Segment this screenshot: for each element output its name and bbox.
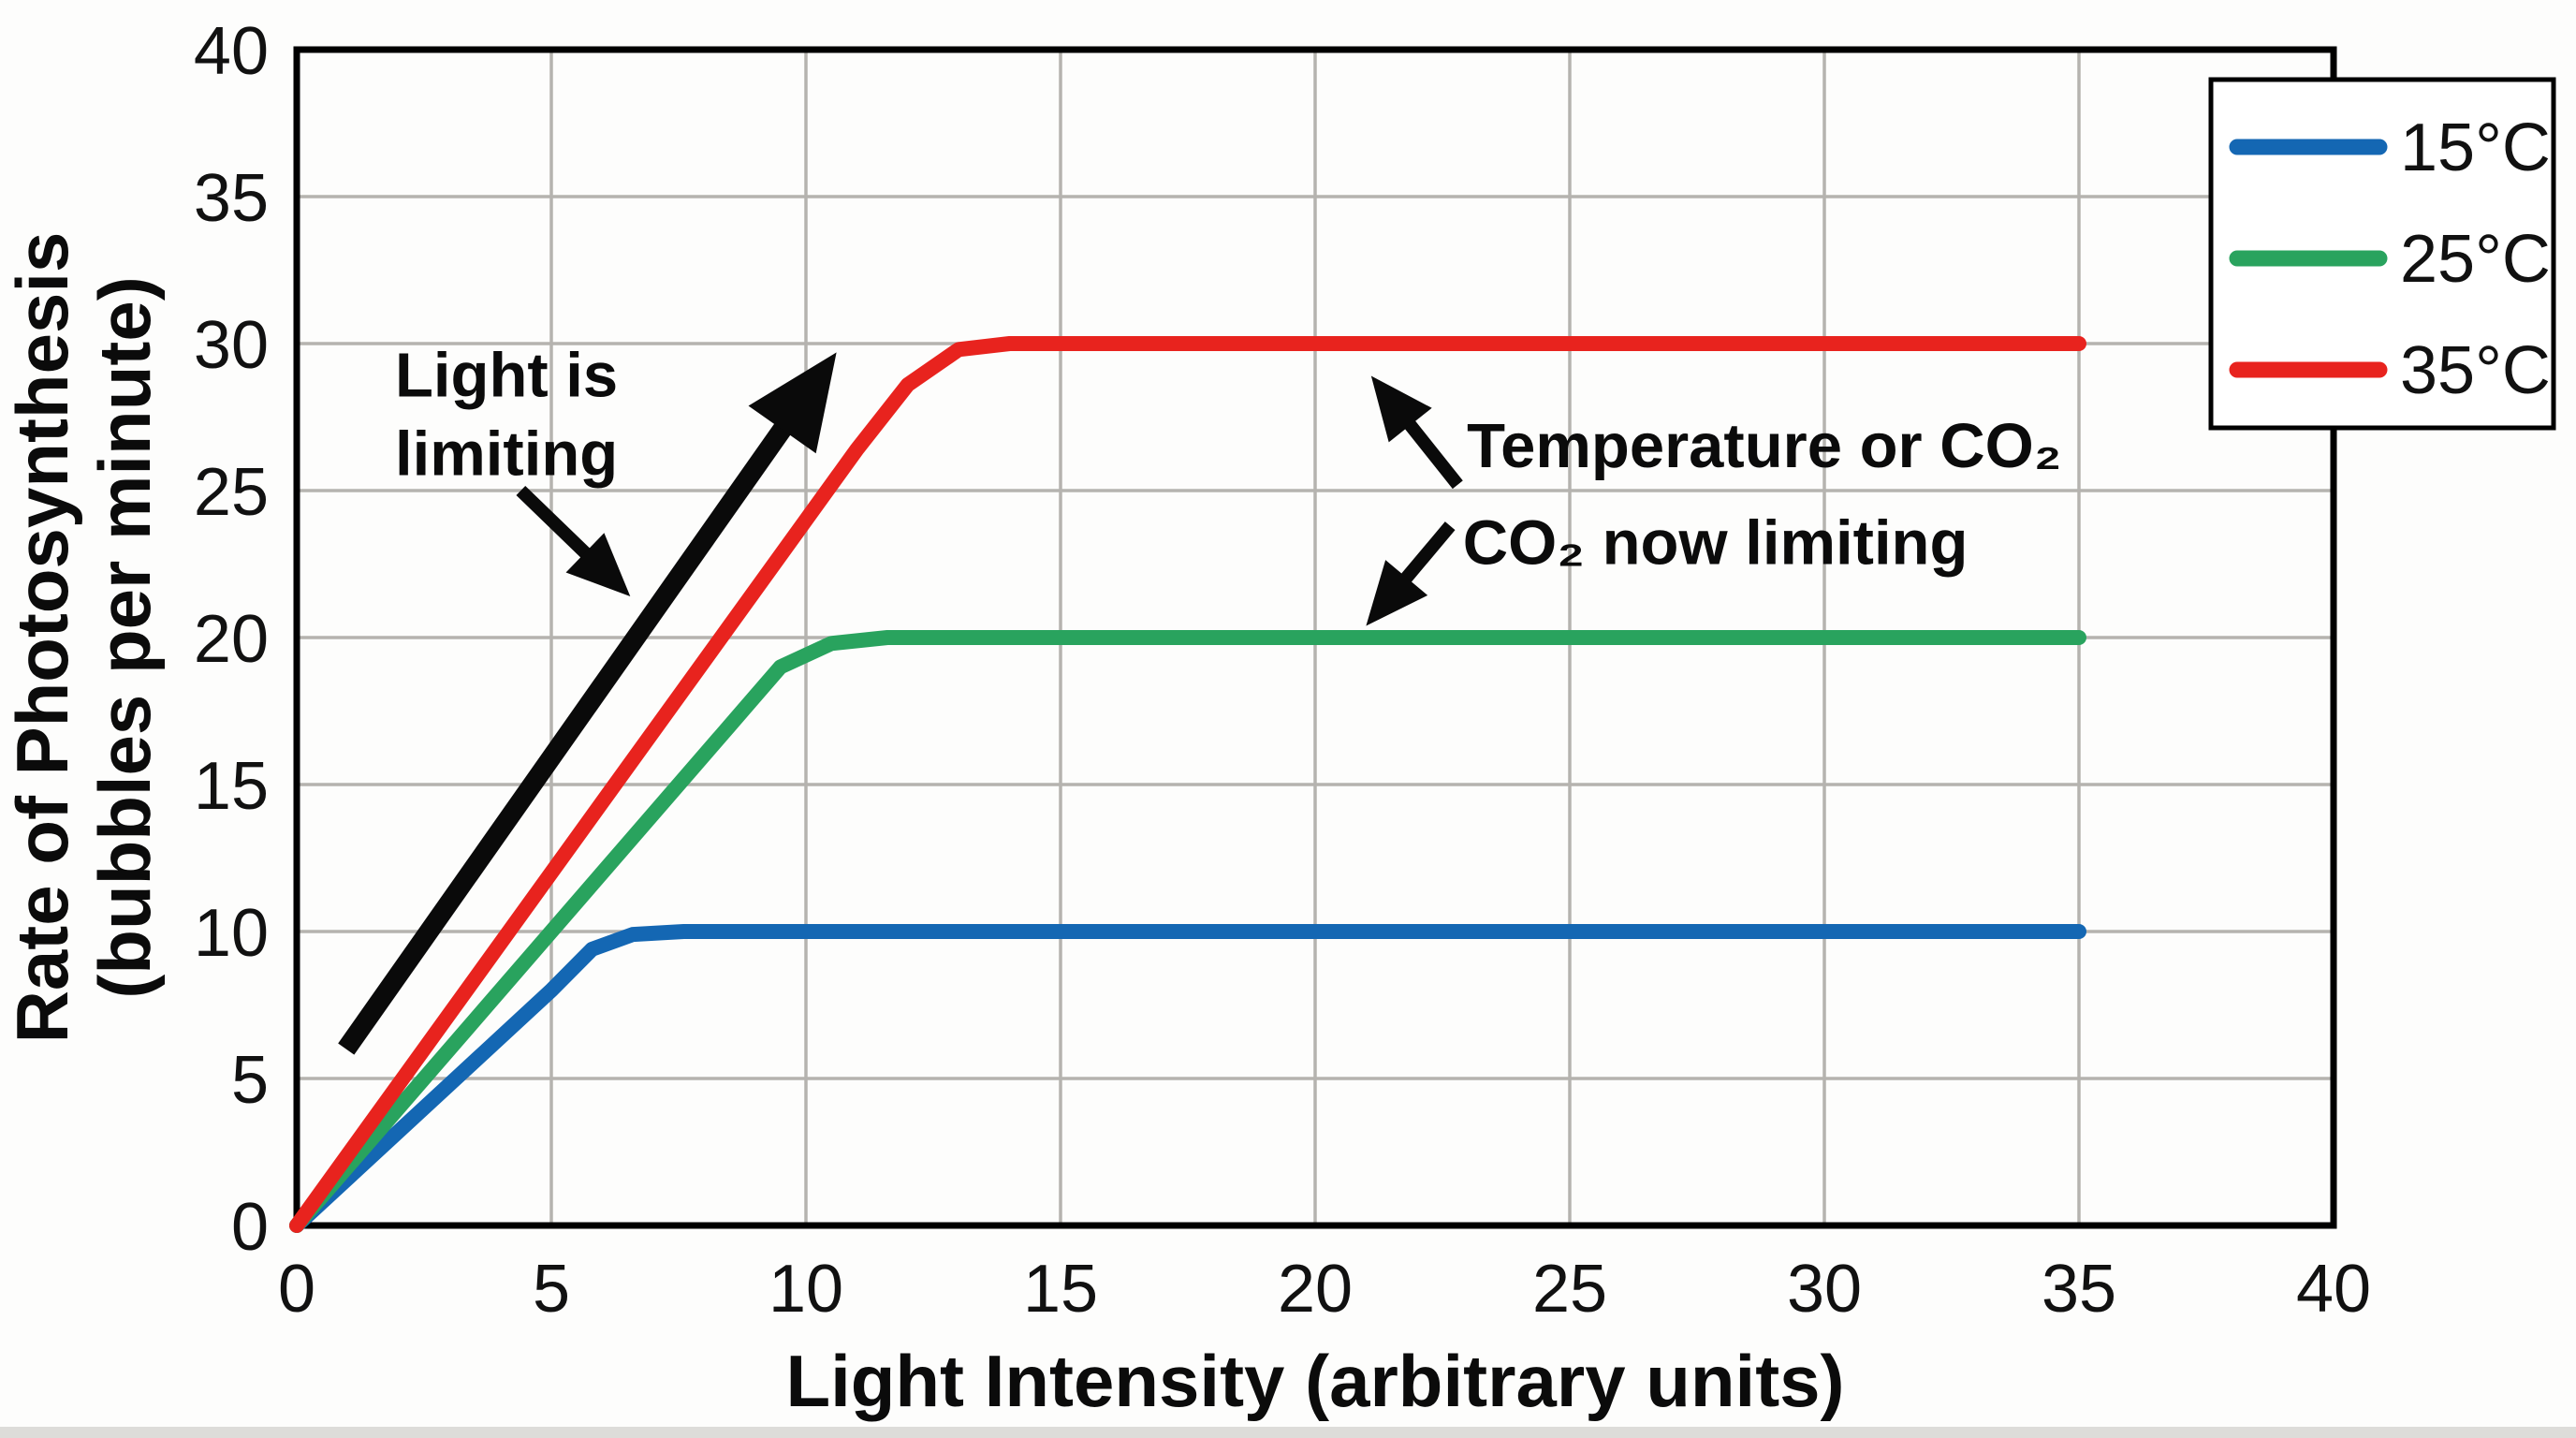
y-tick-10: 10 — [194, 896, 269, 971]
light-limiting-main-arrow — [338, 352, 837, 1055]
annotation-arrows — [338, 352, 1463, 1055]
x-axis-label: Light Intensity (arbitrary units) — [785, 1340, 1844, 1422]
legend-label-25c: 25°C — [2400, 222, 2551, 297]
annotation-co2-now-limiting: CO₂ now limiting — [1463, 508, 1969, 579]
x-tick-25: 25 — [1532, 1252, 1607, 1327]
y-tick-0: 0 — [231, 1190, 269, 1265]
light-limiting-pointer-arrow-head — [565, 533, 631, 597]
y-tick-5: 5 — [231, 1043, 269, 1118]
co2-pointer-arrow — [1366, 521, 1456, 626]
x-tick-0: 0 — [278, 1252, 315, 1327]
temperature-pointer-arrow — [1370, 375, 1463, 490]
legend-entry-15c: 15°C — [2229, 110, 2551, 185]
x-tick-10: 10 — [768, 1252, 843, 1327]
annotation-temperature-or-co2: Temperature or CO₂ — [1467, 411, 2061, 481]
y-tick-35: 35 — [194, 161, 269, 236]
annotation-co2-now-limiting-line-1: CO₂ now limiting — [1463, 508, 1969, 579]
light-limiting-pointer-arrow — [516, 485, 631, 597]
co2-pointer-arrow-head — [1366, 560, 1428, 626]
x-tick-15: 15 — [1023, 1252, 1098, 1327]
x-tick-40: 40 — [2296, 1252, 2371, 1327]
tick-labels: 0 5 10 15 20 25 30 35 40 0 5 10 15 20 25 30 35 40 — [194, 14, 2371, 1327]
x-tick-30: 30 — [1787, 1252, 1862, 1327]
series-line-35c — [289, 336, 2086, 1233]
legend-entry-25c: 25°C — [2229, 222, 2551, 297]
y-tick-40: 40 — [194, 14, 269, 89]
x-tick-5: 5 — [533, 1252, 570, 1327]
annotation-temperature-or-co2-line-1: Temperature or CO₂ — [1467, 411, 2061, 481]
y-tick-15: 15 — [194, 749, 269, 824]
legend: 15°C 25°C 35°C — [2208, 77, 2556, 431]
y-tick-20: 20 — [194, 602, 269, 677]
y-tick-30: 30 — [194, 308, 269, 383]
legend-entry-35c: 35°C — [2229, 333, 2551, 408]
light-limiting-main-arrow-head — [748, 352, 837, 454]
temperature-pointer-arrow-head — [1370, 375, 1432, 443]
annotation-light-is-limiting-line-1: Light is — [395, 341, 618, 411]
bottom-edge-strip — [0, 1427, 2576, 1438]
annotation-light-is-limiting: Light is limiting — [395, 341, 618, 490]
y-tick-25: 25 — [194, 455, 269, 530]
legend-label-15c: 15°C — [2400, 110, 2551, 185]
series-layer — [289, 336, 2086, 1233]
light-limiting-main-arrow-shaft — [338, 401, 807, 1055]
series-line-25c — [289, 630, 2086, 1233]
series-line-15c — [289, 924, 2086, 1233]
legend-label-35c: 35°C — [2400, 333, 2551, 408]
plot-border — [293, 46, 2337, 1229]
y-axis-label-line-2: (bubbles per minute) — [83, 276, 166, 998]
y-axis-label-line-1: Rate of Photosynthesis — [1, 232, 83, 1044]
x-tick-35: 35 — [2042, 1252, 2116, 1327]
x-tick-20: 20 — [1278, 1252, 1353, 1327]
annotations: Light is limiting Temperature or CO₂ CO₂ no… — [395, 341, 2062, 579]
annotation-light-is-limiting-line-2: limiting — [395, 419, 618, 490]
